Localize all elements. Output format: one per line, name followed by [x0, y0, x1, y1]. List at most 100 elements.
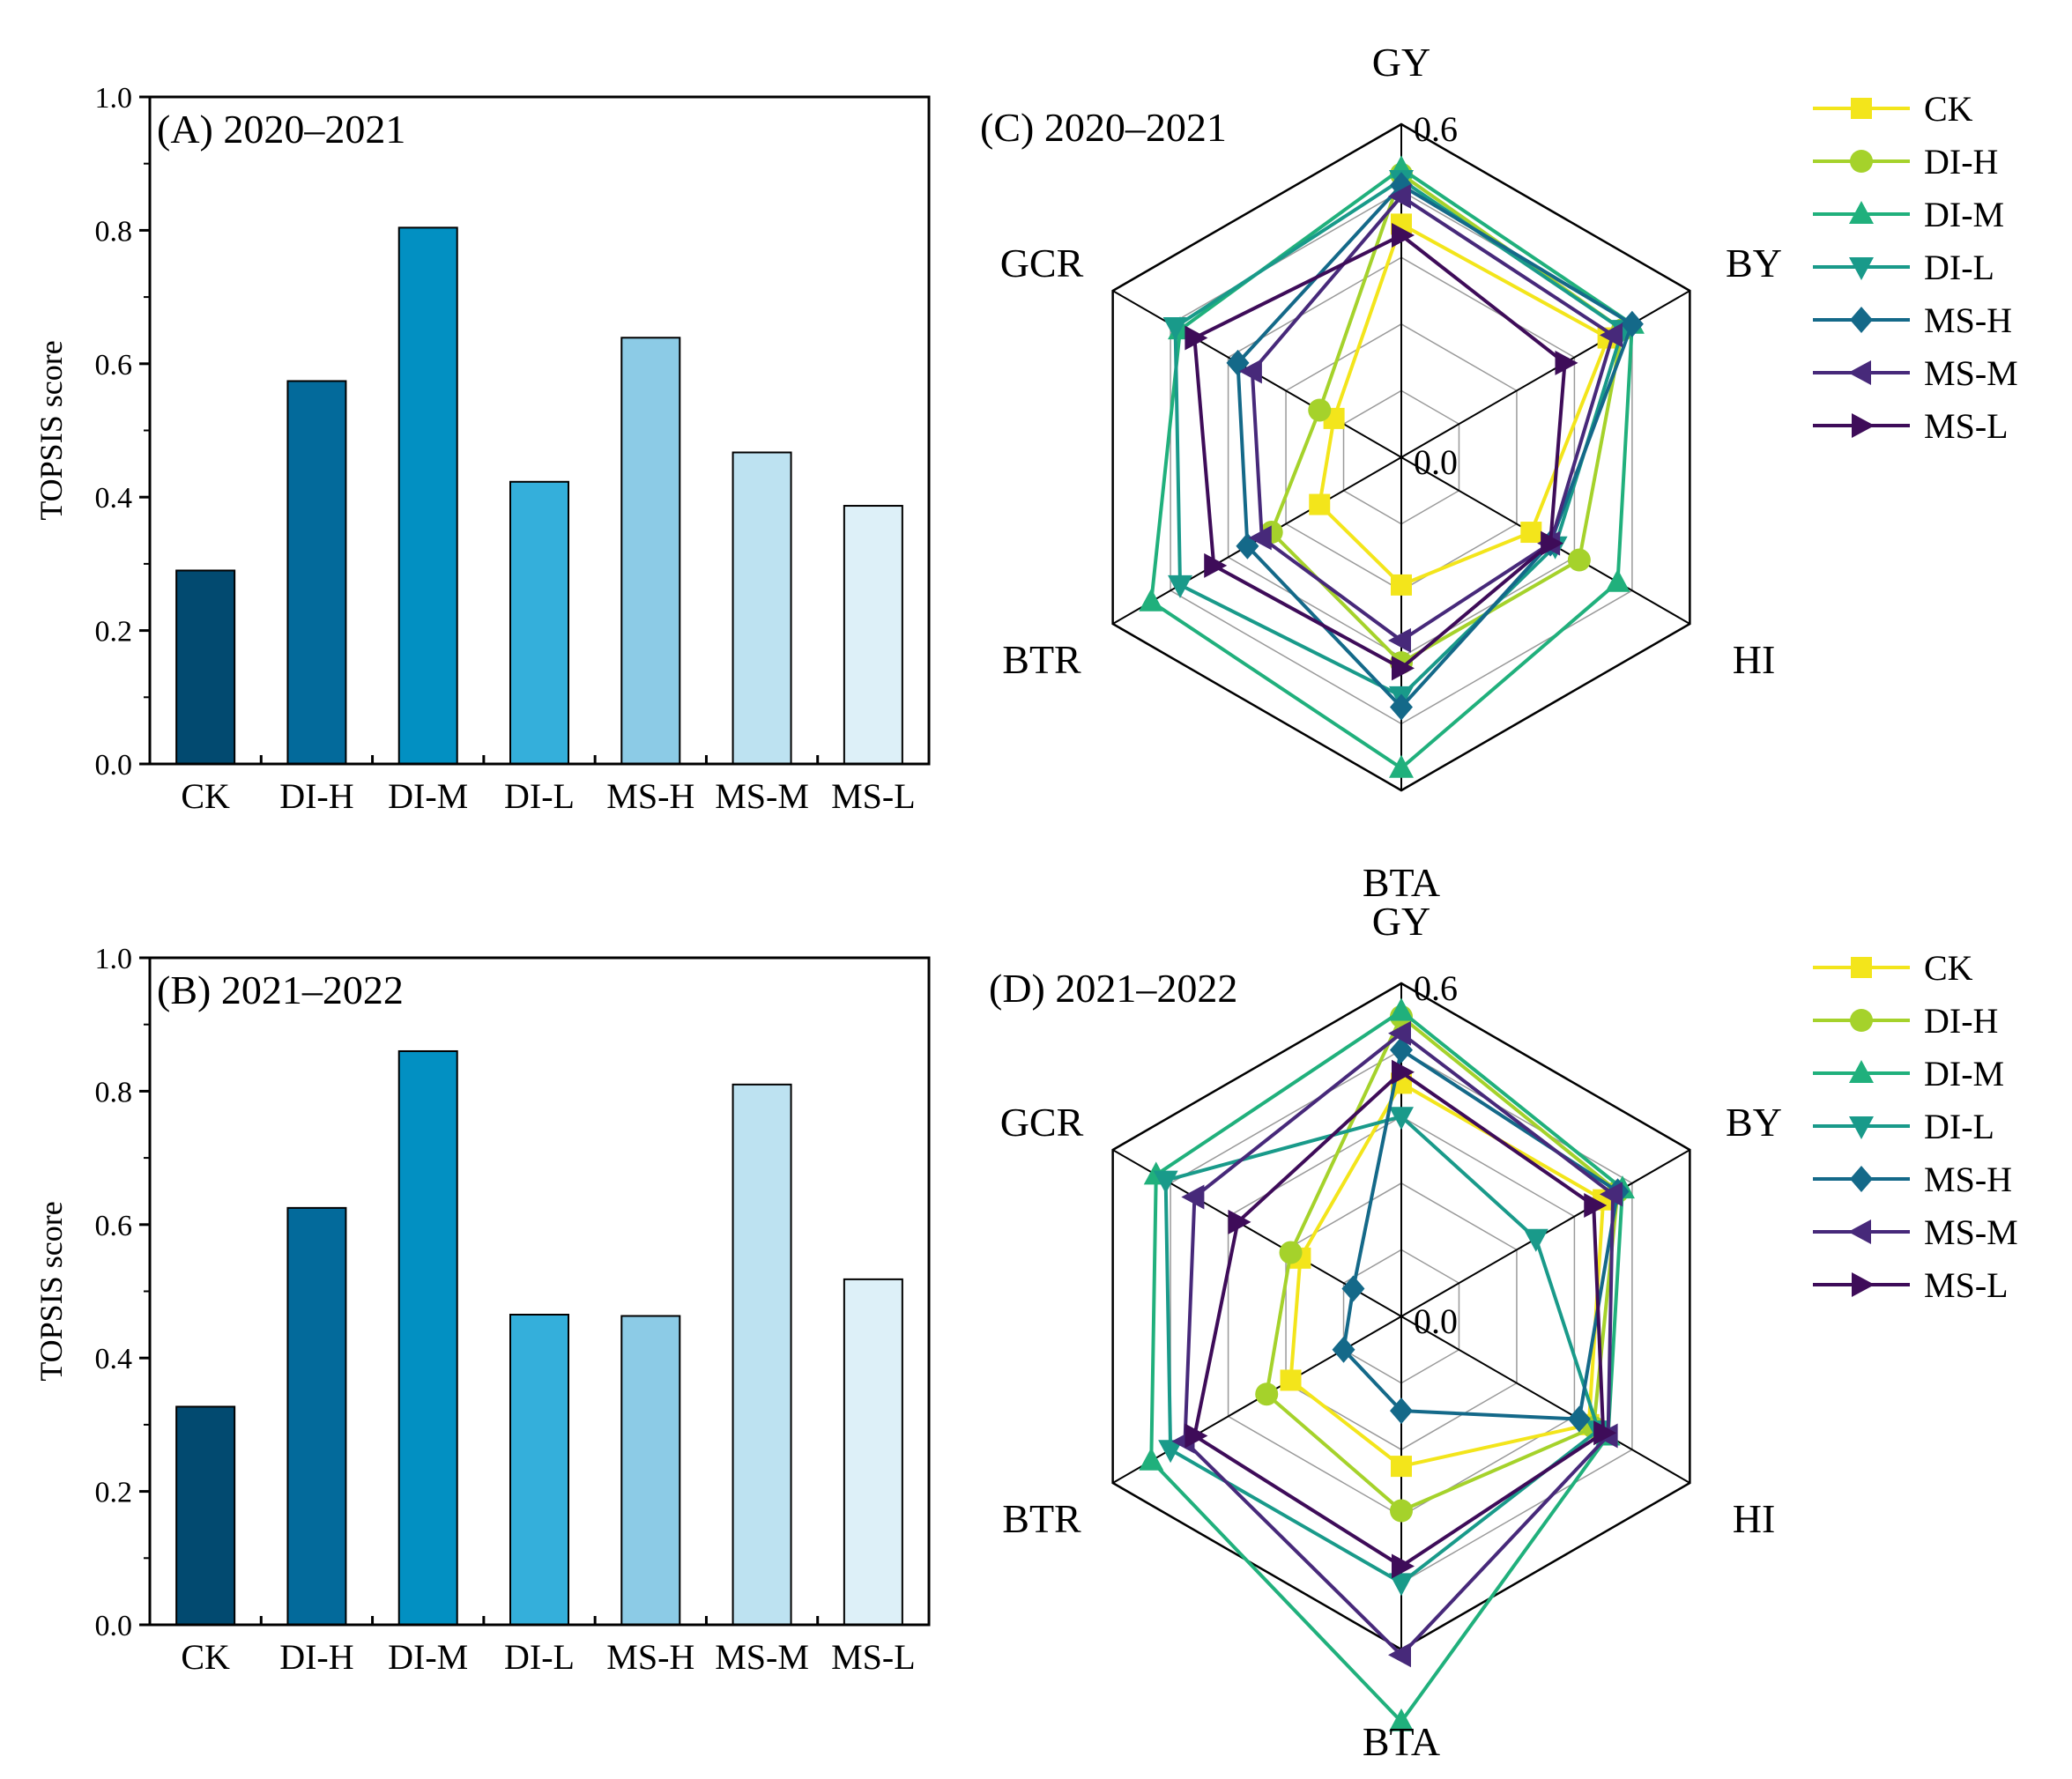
legend-label: DI-H — [1924, 1001, 1998, 1041]
x-tick-label: MS-H — [606, 776, 694, 816]
point-di-h-gcr — [1279, 1241, 1303, 1264]
point-ms-l-gcr — [1228, 1209, 1251, 1234]
legend-item-ms-l: MS-L — [1813, 1265, 2009, 1305]
point-di-m-gy — [1389, 997, 1414, 1021]
x-tick-label: DI-L — [504, 1637, 575, 1677]
bar-di-h — [286, 1206, 347, 1626]
bar-ms-h — [620, 337, 681, 765]
point-ms-l-by — [1584, 1193, 1608, 1218]
legend-label: MS-M — [1924, 353, 2018, 393]
x-tick-label: DI-M — [388, 1637, 468, 1677]
point-ms-m-gcr — [1181, 1184, 1205, 1210]
radar-spoke — [1400, 1316, 1690, 1484]
point-di-m-bta — [1389, 754, 1414, 778]
point-ms-h-bta — [1390, 1397, 1413, 1425]
x-tick-label: MS-H — [606, 1637, 694, 1677]
y-tick-label: 0.2 — [95, 1477, 133, 1509]
y-tick-label: 0.4 — [95, 1343, 133, 1375]
bar-chart-B: 0.0 0.2 0.4 0.6 0.8 1.0 CK DI-H DI-M DI-L MS-H MS-M… — [33, 943, 931, 1677]
y-tick-label: 0.6 — [95, 1210, 133, 1242]
x-tick-label: DI-M — [388, 776, 468, 816]
y-tick-label: 0.6 — [95, 349, 133, 382]
legend-label: MS-L — [1924, 406, 2009, 446]
point-di-h-bta — [1390, 1499, 1413, 1523]
point-ck-btr — [1280, 1369, 1302, 1391]
x-tick-label: MS-L — [831, 776, 916, 816]
panel-title: (D) 2021–2022 — [989, 966, 1237, 1011]
point-di-l-btr — [1158, 1440, 1184, 1464]
bar-ck — [175, 1405, 236, 1627]
legend-label: DI-M — [1924, 1054, 2004, 1093]
point-ms-m-bta — [1388, 627, 1411, 653]
legend-label: MS-H — [1924, 1160, 2012, 1199]
point-ms-h-bta — [1390, 693, 1413, 721]
legend-item-ms-h: MS-H — [1813, 300, 2012, 340]
radar-axis-label-bta: BTA — [1363, 860, 1440, 905]
legend-marker — [1849, 201, 1874, 224]
series-ms-m — [1238, 183, 1623, 653]
y-tick-label: 0.2 — [95, 616, 133, 649]
point-ms-m-gcr — [1238, 359, 1262, 384]
legend-item-ms-m: MS-M — [1813, 1212, 2018, 1252]
legend-label: DI-L — [1924, 1107, 1994, 1146]
legend-item-ck: CK — [1813, 89, 1973, 129]
radar-axis-label-btr: BTR — [1002, 637, 1081, 682]
panel-title: (C) 2020–2021 — [980, 105, 1227, 150]
legend-label: MS-L — [1924, 1265, 2009, 1305]
point-ck-bta — [1391, 1456, 1412, 1478]
legend-item-di-m: DI-M — [1813, 1054, 2004, 1093]
x-tick-label: DI-H — [279, 1637, 353, 1677]
x-tick-label: MS-M — [715, 776, 809, 816]
legend-marker — [1851, 98, 1872, 119]
legend-marker — [1852, 1272, 1875, 1297]
radar-spoke — [1400, 290, 1690, 458]
legend: CK DI-H DI-M DI-L MS-H MS-M MS-L — [1813, 89, 2018, 446]
point-di-m-hi — [1605, 568, 1630, 592]
bar-di-l — [509, 480, 569, 765]
legend-item-di-l: DI-L — [1813, 248, 1994, 287]
y-tick-label: 0.8 — [95, 1076, 133, 1108]
radar-axis-label-btr: BTR — [1002, 1496, 1081, 1541]
legend-marker — [1850, 1166, 1873, 1192]
x-tick-label: DI-L — [504, 776, 575, 816]
radar-tick-max: 0.6 — [1414, 109, 1458, 149]
panel-title: (B) 2021–2022 — [157, 967, 404, 1012]
series-ck — [1309, 213, 1619, 596]
y-axis-label: TOPSIS score — [33, 1201, 69, 1381]
legend-marker — [1852, 413, 1875, 438]
point-ck-bta — [1391, 574, 1412, 596]
point-ms-l-hi — [1541, 530, 1564, 556]
legend-marker — [1849, 257, 1874, 280]
point-ck-hi — [1520, 522, 1542, 544]
radar-chart-C: GY BY HI BTA BTR GCR 0.6 0.0 (C) 2020–2021 CK DI-H… — [980, 40, 2018, 905]
bar-ms-m — [732, 451, 792, 766]
radar-axis-label-bta: BTA — [1363, 1719, 1440, 1764]
legend-marker — [1849, 1060, 1874, 1083]
point-ms-h-btr — [1332, 1336, 1355, 1363]
legend-marker — [1848, 1219, 1871, 1244]
bar-di-l — [509, 1313, 569, 1626]
point-ms-m-by — [1600, 322, 1623, 348]
radar-axis-label-gy: GY — [1372, 40, 1430, 85]
point-ms-l-gy — [1392, 1059, 1415, 1085]
bar-ms-l — [843, 1278, 903, 1627]
series-ms-l — [1185, 1059, 1617, 1579]
x-tick-label: DI-H — [279, 776, 353, 816]
x-tick-label: MS-M — [715, 1637, 809, 1677]
bar-ck — [175, 569, 236, 765]
bar-di-m — [397, 226, 458, 765]
point-ms-m-gy — [1388, 183, 1411, 209]
radar-tick-zero: 0.0 — [1414, 1301, 1458, 1341]
legend: CK DI-H DI-M DI-L MS-H MS-M MS-L — [1813, 948, 2018, 1305]
point-di-l-gcr — [1153, 1170, 1178, 1194]
point-di-m-btr — [1139, 588, 1164, 612]
radar-axis-label-gcr: GCR — [1000, 1100, 1084, 1145]
point-ms-l-btr — [1185, 1423, 1208, 1449]
point-ms-h-gcr — [1341, 1275, 1365, 1302]
y-tick-label: 1.0 — [95, 943, 133, 975]
legend-item-ms-h: MS-H — [1813, 1160, 2012, 1199]
legend-item-di-h: DI-H — [1813, 142, 1998, 182]
point-di-l-by — [1523, 1228, 1548, 1252]
point-di-h-gcr — [1308, 398, 1332, 422]
legend-item-di-m: DI-M — [1813, 195, 2004, 234]
